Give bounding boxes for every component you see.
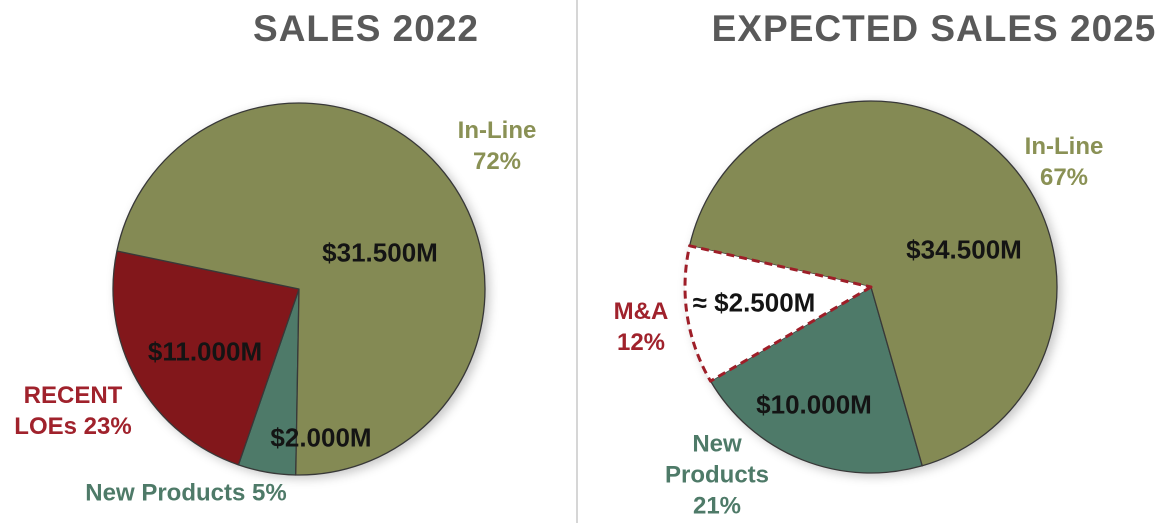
value-label-m-and-a: ≈ $2.500M [692, 287, 816, 318]
pie-slice-m-a [683, 244, 873, 383]
pie-slice-in-line [116, 102, 486, 476]
callout-line: New Products 5% [85, 479, 287, 507]
callout-line: 72% [472, 148, 522, 175]
pie-slice-recent-loes [112, 250, 300, 466]
callout-line: Products [664, 461, 770, 489]
value-label-new-products: $10.000M [756, 389, 872, 420]
pie-slice-in-line [688, 100, 1058, 467]
callout-line: New [692, 430, 742, 458]
pie-expected-sales-2025 [683, 100, 1058, 474]
callout-line: RECENT [23, 382, 123, 409]
callout-new-products: New Products 5% [85, 478, 286, 509]
callout-new-products: New Products 21% [665, 429, 769, 522]
chart-title-expected-sales-2025: EXPECTED SALES 2025 [711, 8, 1157, 49]
chart-title-sales-2022: SALES 2022 [253, 8, 479, 49]
callout-line: In-Line [1024, 133, 1104, 160]
callout-line: 67% [1039, 164, 1089, 191]
callout-in-line: In-Line 72% [458, 115, 537, 177]
expected-sales-2025-chart: EXPECTED SALES 2025 In-Line 67% $34.500M… [578, 0, 1163, 523]
value-label-new-products: $2.000M [270, 422, 372, 453]
panel-divider [576, 0, 578, 523]
callout-line: In-Line [457, 117, 537, 144]
value-label-in-line: $34.500M [906, 234, 1022, 265]
callout-in-line: In-Line 67% [1025, 131, 1104, 193]
callout-line: LOEs 23% [14, 413, 132, 440]
callout-line: M&A [613, 298, 669, 325]
value-label-recent-loes: $11.000M [147, 336, 263, 367]
sales-2022-chart: SALES 2022 In-Line 72% $31.500M $11.000M… [0, 0, 577, 523]
pie-sales-2022 [112, 102, 486, 476]
value-label-in-line: $31.500M [322, 237, 438, 268]
callout-line: 21% [692, 492, 742, 520]
callout-recent-loes: RECENT LOEs 23% [14, 380, 131, 442]
callout-m-and-a: M&A 12% [614, 296, 669, 358]
pie-slice-new-products [709, 286, 923, 474]
callout-line: 12% [616, 329, 666, 356]
